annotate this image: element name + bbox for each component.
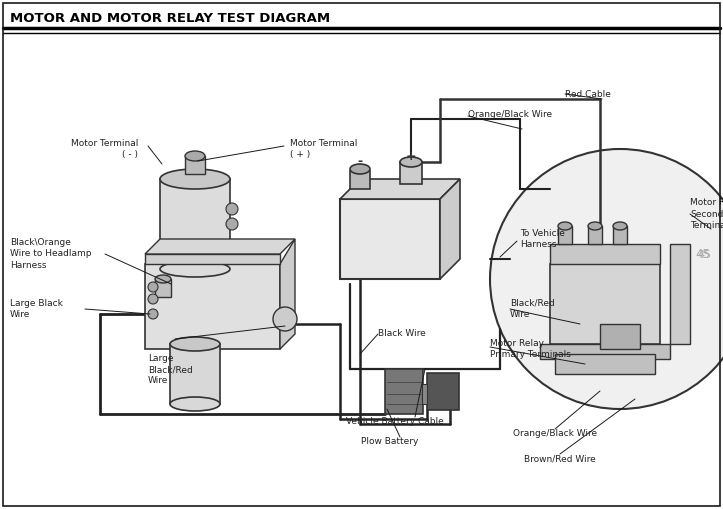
Circle shape	[148, 282, 158, 292]
Bar	[350, 171, 370, 189]
Text: Black\Orange
Wire to Headlamp
Harness: Black\Orange Wire to Headlamp Harness	[10, 238, 92, 270]
Bar	[422, 384, 427, 404]
Ellipse shape	[613, 222, 627, 230]
Text: To Vehicle
Harness: To Vehicle Harness	[520, 229, 565, 249]
Bar	[400, 162, 422, 184]
Text: 45: 45	[698, 250, 712, 260]
Circle shape	[148, 294, 158, 304]
Bar	[600, 324, 640, 349]
Bar	[550, 244, 660, 264]
Text: Black Wire: Black Wire	[378, 329, 426, 338]
Text: Orange/Black Wire: Orange/Black Wire	[468, 109, 552, 119]
Bar	[155, 279, 171, 297]
Ellipse shape	[170, 337, 220, 351]
Bar	[588, 226, 602, 244]
Ellipse shape	[155, 275, 171, 283]
Bar	[555, 354, 655, 374]
Ellipse shape	[160, 261, 230, 277]
Text: Vehicle Battery Cable: Vehicle Battery Cable	[346, 417, 444, 426]
Ellipse shape	[588, 222, 602, 230]
Text: Plow Battery: Plow Battery	[362, 437, 419, 446]
Bar	[613, 226, 627, 244]
Text: Red Cable: Red Cable	[565, 90, 611, 99]
Ellipse shape	[160, 169, 230, 189]
Text: Brown/Red Wire: Brown/Red Wire	[524, 454, 596, 463]
Circle shape	[273, 307, 297, 331]
Bar	[145, 264, 280, 349]
Bar	[550, 264, 660, 344]
Text: MOTOR AND MOTOR RELAY TEST DIAGRAM: MOTOR AND MOTOR RELAY TEST DIAGRAM	[10, 12, 330, 25]
Text: 45: 45	[696, 248, 711, 262]
Bar	[145, 254, 280, 264]
Bar	[170, 344, 220, 404]
Bar	[185, 156, 205, 174]
Text: Motor Relay
Secondary
Terminals: Motor Relay Secondary Terminals	[690, 199, 723, 230]
Polygon shape	[145, 239, 295, 254]
Ellipse shape	[170, 397, 220, 411]
Text: Motor Relay
Primary Terminals: Motor Relay Primary Terminals	[490, 339, 571, 359]
Bar	[558, 226, 572, 244]
Bar	[340, 199, 440, 279]
Text: Orange/Black Wire: Orange/Black Wire	[513, 429, 597, 438]
Ellipse shape	[400, 157, 422, 167]
Text: -: -	[357, 155, 362, 167]
Polygon shape	[440, 179, 460, 279]
Ellipse shape	[558, 222, 572, 230]
Text: Black/Red
Wire: Black/Red Wire	[510, 299, 555, 319]
Ellipse shape	[185, 151, 205, 161]
Text: Large Black
Wire: Large Black Wire	[10, 299, 63, 319]
Polygon shape	[670, 244, 690, 344]
Text: Motor Terminal
( + ): Motor Terminal ( + )	[290, 139, 357, 159]
Bar	[160, 179, 230, 269]
Circle shape	[148, 309, 158, 319]
Bar	[427, 373, 459, 410]
Text: +: +	[406, 150, 416, 162]
Text: Motor Terminal
( - ): Motor Terminal ( - )	[71, 139, 138, 159]
Ellipse shape	[350, 164, 370, 174]
Circle shape	[226, 218, 238, 230]
Polygon shape	[340, 179, 460, 199]
Circle shape	[226, 203, 238, 215]
Bar	[385, 369, 423, 414]
Polygon shape	[280, 239, 295, 349]
Circle shape	[490, 149, 723, 409]
Text: Large
Black/Red
Wire: Large Black/Red Wire	[148, 354, 193, 385]
Bar	[540, 344, 670, 359]
